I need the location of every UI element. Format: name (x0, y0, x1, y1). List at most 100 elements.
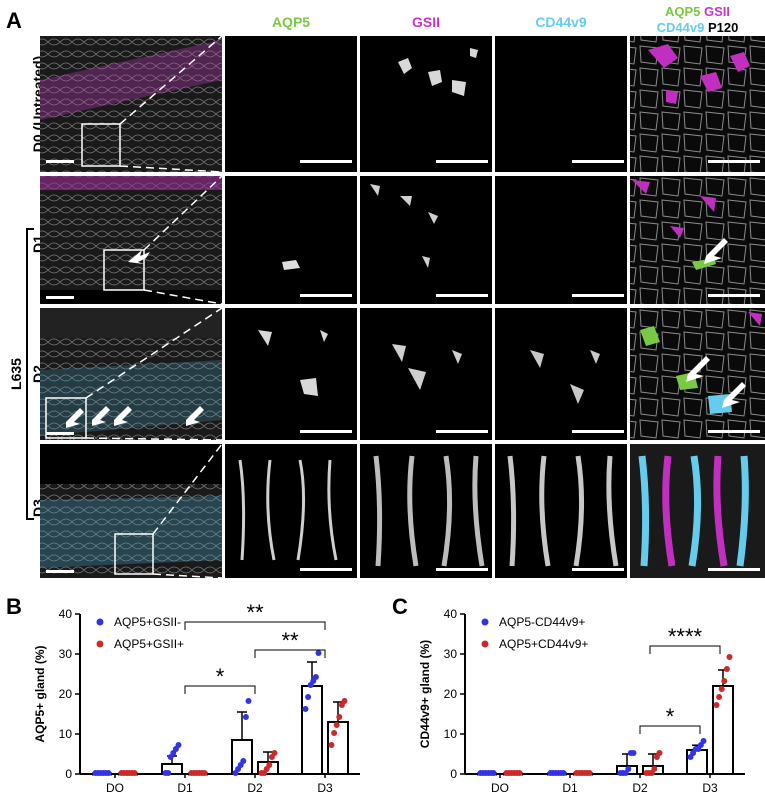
overview-d1 (40, 176, 222, 304)
significance-bracket (184, 621, 326, 630)
inset-box-d1 (103, 249, 145, 291)
data-point (718, 686, 725, 692)
significance-bracket (254, 649, 326, 658)
legend-marker (481, 640, 489, 648)
legend-label: AQP5+GSII+ (114, 637, 184, 651)
data-point (341, 698, 348, 704)
x-tick-label: D2 (632, 781, 648, 794)
arrow-d2-merge-2 (722, 382, 746, 408)
bar (231, 739, 253, 775)
y-tick-label: 20 (59, 687, 73, 701)
panel-letter-a: A (6, 8, 22, 33)
inset-box-d3 (114, 533, 154, 575)
zoom-line-d2-top (85, 307, 223, 399)
row-d1-images (40, 175, 765, 305)
y-tick-label: 30 (444, 647, 458, 661)
significance-label: **** (668, 624, 703, 649)
x-tick-label: D3 (702, 781, 718, 794)
merge-label-cd44v9: CD44v9 (656, 20, 705, 35)
significance-bracket (184, 685, 256, 694)
data-point (630, 750, 637, 756)
legend-label: AQP5+CD44v9+ (499, 637, 588, 651)
data-point (651, 766, 658, 772)
zoom-line-d3-top (152, 443, 223, 535)
panel-letter-b: B (6, 594, 22, 619)
data-point (312, 674, 319, 680)
data-point (240, 758, 247, 764)
data-point (105, 770, 112, 776)
significance-label: ** (281, 628, 299, 653)
bar (712, 685, 734, 775)
data-point (315, 650, 322, 656)
significance-bracket (639, 725, 701, 734)
data-point (656, 750, 663, 756)
significance-label: * (216, 664, 225, 689)
l635-bracket-bottom (26, 518, 34, 520)
column-header-gsii: GSII (411, 14, 440, 30)
y-axis-label: CD44v9+ gland (%) (418, 640, 432, 748)
y-axis-label: AQP5+ gland (%) (33, 645, 47, 742)
significance-bracket (649, 645, 721, 654)
y-tick-label: 0 (450, 767, 457, 781)
significance-label: ** (246, 600, 264, 625)
y-tick-label: 0 (65, 767, 72, 781)
merge-label-aqp5: AQP5 (664, 4, 701, 19)
data-point (490, 770, 497, 776)
arrow-d2-merge-1 (686, 356, 710, 382)
data-point (271, 750, 278, 756)
data-point (726, 654, 733, 660)
zoom-line-d0-top (119, 35, 223, 125)
data-point (700, 738, 707, 744)
bar (301, 685, 323, 775)
row-d0-images (40, 35, 765, 173)
data-point (175, 742, 182, 748)
y-tick-label: 40 (444, 607, 458, 621)
arrow-d2-2 (92, 406, 110, 426)
zoom-line-d2-bottom (85, 437, 223, 441)
column-header-merge: AQP5 GSII CD44v9 P120 (630, 4, 765, 36)
data-point (131, 770, 138, 776)
merge-label-p120: P120 (707, 20, 739, 35)
arrow-d2-1 (66, 408, 84, 428)
chart-aqp5-gland: 0 10 20 30 40 AQP5+ gland (%) DO D1 D2 D3 AQP5+GSI… (33, 600, 360, 794)
y-tick-label: 10 (444, 727, 458, 741)
data-point (245, 698, 252, 704)
legend-marker (96, 640, 104, 648)
inset-box-d0 (81, 123, 121, 167)
data-point (516, 770, 523, 776)
x-tick-label: DO (491, 781, 509, 794)
data-point (266, 762, 273, 768)
x-tick-label: D1 (562, 781, 578, 794)
legend-label: AQP5+GSII- (114, 615, 181, 629)
data-point (333, 722, 340, 728)
y-tick-label: 40 (59, 607, 73, 621)
legend-marker (96, 618, 104, 626)
l635-bracket-top (26, 228, 34, 230)
x-tick-label: DO (106, 781, 124, 794)
merge-d1 (630, 176, 765, 304)
arrow-d2-3 (114, 406, 132, 426)
row-d2-images (40, 307, 765, 441)
arrow-d1-overview (128, 250, 150, 264)
panel-letter-c: C (392, 594, 408, 619)
y-tick-label: 30 (59, 647, 73, 661)
data-point (305, 694, 312, 700)
merge-label-gsii: GSII (704, 4, 731, 19)
chart-cd44v9-gland: 0 10 20 30 40 CD44v9+ gland (%) DO D1 D2 D3 AQP5-C… (418, 607, 745, 794)
x-tick-label: D3 (317, 781, 333, 794)
y-tick-label: 10 (59, 727, 73, 741)
scale-bars (46, 160, 760, 573)
x-tick-label: D2 (247, 781, 263, 794)
data-point (328, 742, 335, 748)
data-point (713, 702, 720, 708)
data-point (201, 770, 208, 776)
microscopy-grid (40, 35, 765, 579)
inset-box-d2 (45, 397, 87, 439)
bar (686, 749, 708, 775)
overview-d0 (40, 36, 222, 172)
data-point (242, 714, 249, 720)
data-point (625, 766, 632, 772)
data-point (560, 770, 567, 776)
data-point (586, 770, 593, 776)
significance-label: * (666, 704, 675, 729)
